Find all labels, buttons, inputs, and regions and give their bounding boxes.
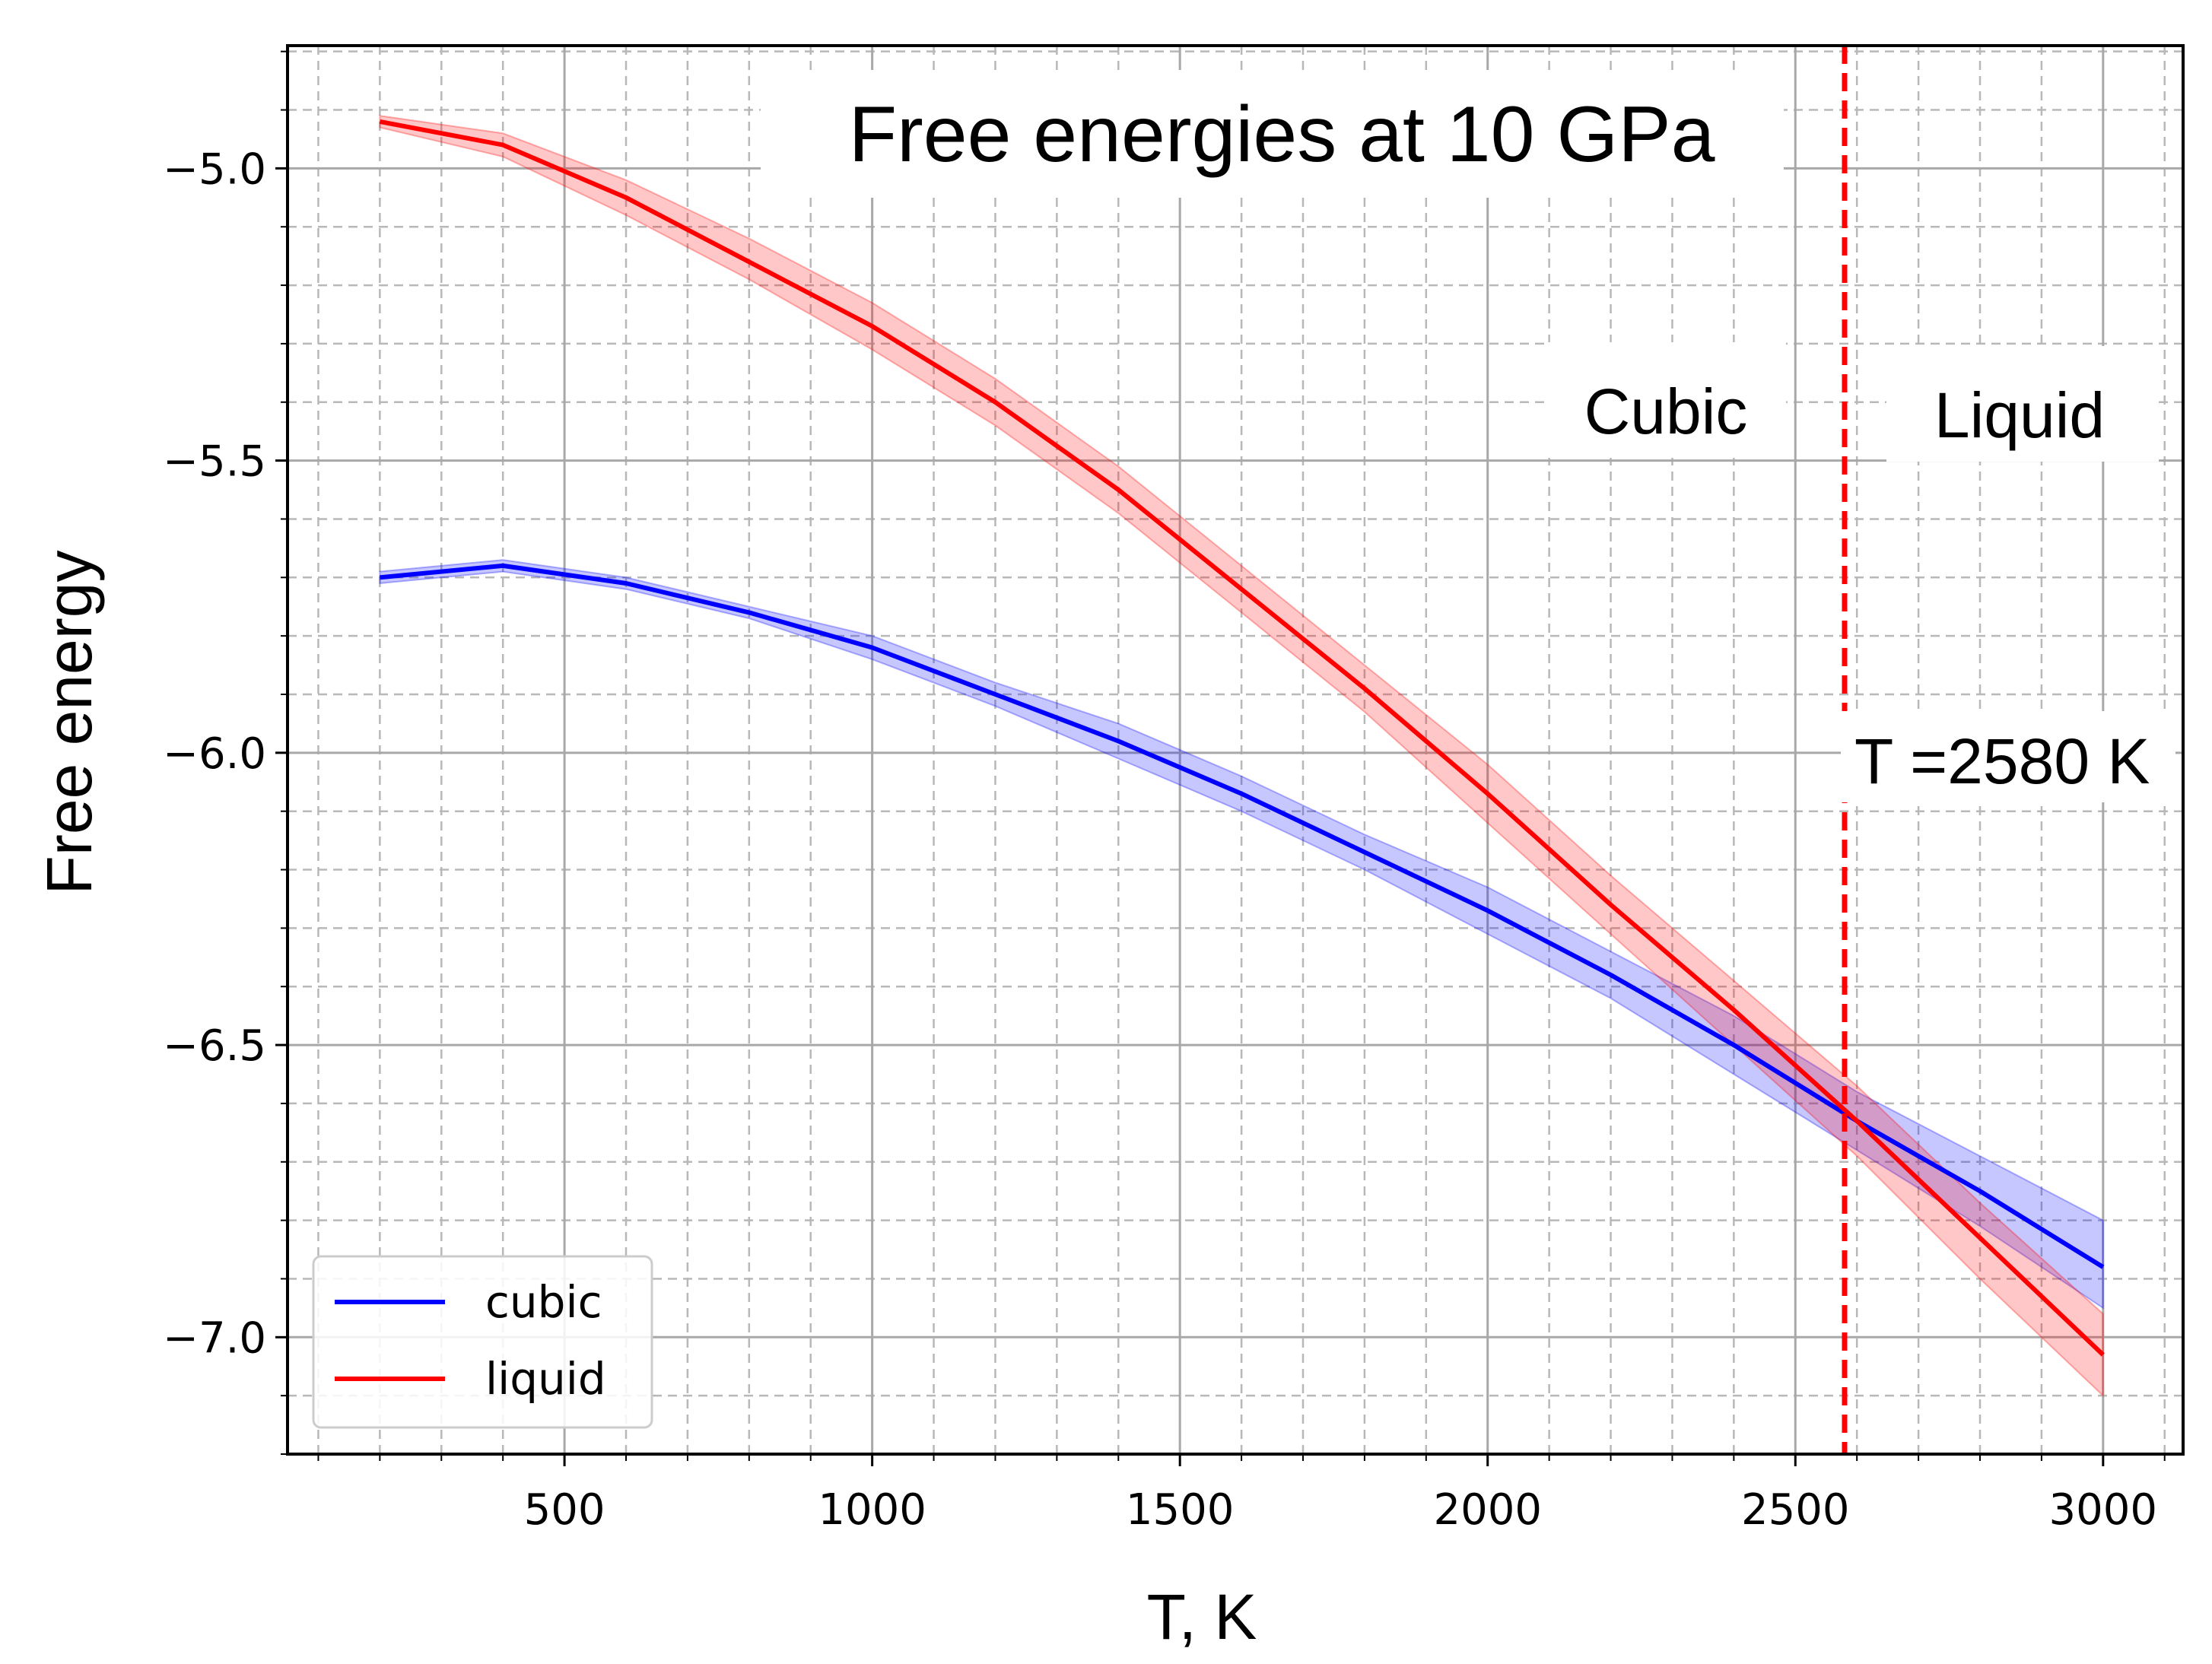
cubic-confidence-band [379,559,2104,1310]
cubic-region-label: Cubic [1584,376,1748,447]
legend: cubic liquid [312,1255,653,1429]
legend-cubic-label: cubic [485,1276,602,1328]
y-tick-label: −5.5 [163,437,266,487]
plot-title: Free energies at 10 GPa [849,91,1715,179]
x-tick-label: 3000 [2049,1485,2158,1535]
title-box [761,70,1784,198]
x-tick-label: 500 [524,1485,605,1535]
liquid-confidence-band [379,115,2104,1398]
y-axis-title: Free energy [33,551,105,895]
liquid-series-line [379,119,2105,1357]
transition-label-box [1841,711,2175,802]
y-tick-label: −5.0 [163,144,266,194]
y-tick-labels: −5.0 −5.5 −6.0 −6.5 −7.0 [163,144,266,1363]
liquid-region-label: Liquid [1934,379,2105,451]
y-tick-label: −7.0 [163,1313,266,1363]
transition-temperature-label: T =2580 K [1854,726,2150,797]
y-tick-label: −6.0 [163,729,266,779]
x-tick-label: 2500 [1741,1485,1850,1535]
legend-box [312,1255,653,1429]
legend-liquid-label: liquid [485,1353,606,1405]
cubic-label-box [1544,342,1786,458]
x-tick-label: 1000 [818,1485,926,1535]
series-lines [379,119,2105,1357]
x-axis-title: T, K [1147,1581,1257,1653]
y-tick-label: −6.5 [163,1021,266,1071]
cubic-series-line [380,563,2105,1269]
x-tick-label: 2000 [1433,1485,1542,1535]
axis-ticks [275,50,2166,1466]
x-tick-labels: 500 1000 1500 2000 2500 3000 [524,1485,2157,1535]
liquid-label-box [1886,346,2159,462]
x-tick-label: 1500 [1126,1485,1235,1535]
confidence-bands [379,115,2104,1398]
plot-frame [286,44,2185,1456]
